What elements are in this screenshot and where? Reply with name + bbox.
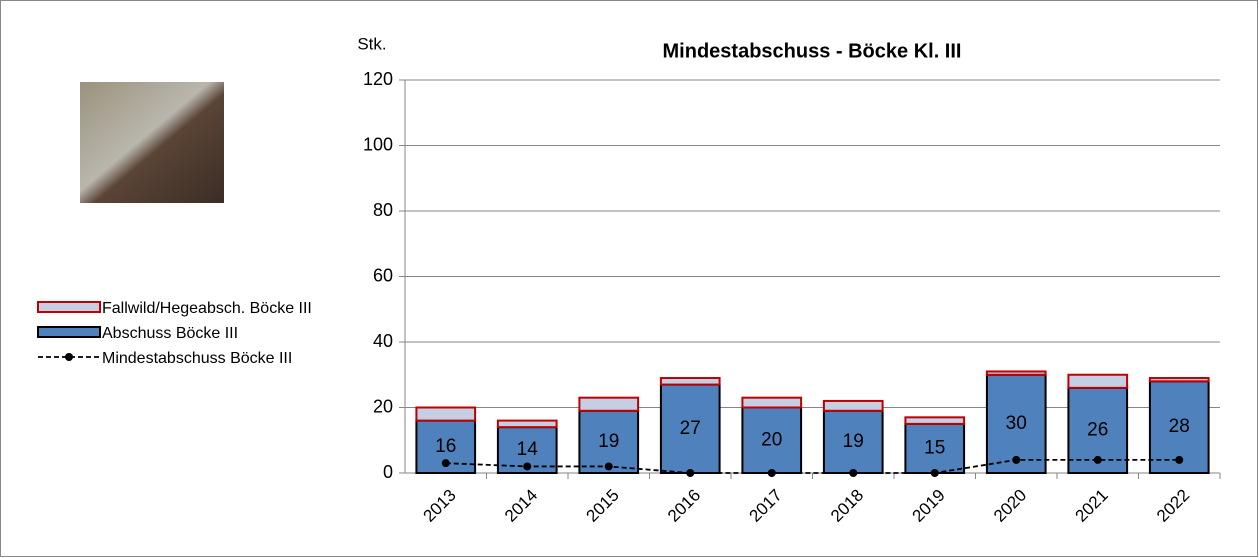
legend-swatch bbox=[36, 299, 102, 315]
deer-photo bbox=[80, 82, 224, 203]
value-label: 19 bbox=[843, 431, 864, 452]
bar-segment bbox=[987, 371, 1046, 374]
value-label: 26 bbox=[1087, 419, 1108, 440]
value-label: 16 bbox=[435, 436, 456, 457]
line-point bbox=[523, 462, 531, 470]
legend-swatch bbox=[36, 349, 102, 365]
legend-label: Fallwild/Hegeabsch. Böcke III bbox=[102, 296, 327, 321]
y-axis-label: Stk. bbox=[357, 34, 386, 53]
y-tick-label: 20 bbox=[373, 396, 393, 416]
line-point bbox=[605, 462, 613, 470]
y-tick-label: 0 bbox=[383, 462, 393, 482]
bar-segment bbox=[661, 378, 720, 385]
value-label: 20 bbox=[761, 429, 782, 450]
line-point bbox=[931, 469, 939, 477]
line-point bbox=[768, 469, 776, 477]
line-point bbox=[442, 459, 450, 467]
legend-box bbox=[38, 327, 100, 337]
line-point bbox=[686, 469, 694, 477]
line-point bbox=[1175, 456, 1183, 464]
bar-segment bbox=[498, 421, 557, 428]
bar-segment bbox=[416, 408, 475, 421]
line-point bbox=[1012, 456, 1020, 464]
legend-swatch bbox=[36, 324, 102, 340]
bar-segment bbox=[1068, 375, 1127, 388]
y-tick-label: 60 bbox=[373, 265, 393, 285]
legend-item: Fallwild/Hegeabsch. Böcke III bbox=[36, 296, 336, 321]
legend-label: Abschuss Böcke III bbox=[102, 321, 327, 346]
value-label: 30 bbox=[1006, 413, 1027, 434]
y-tick-label: 120 bbox=[363, 69, 393, 89]
chart: Mindestabschuss - Böcke Kl. III Stk. 0 20… bbox=[0, 0, 1259, 558]
value-label: 14 bbox=[517, 439, 539, 460]
bar-segment bbox=[742, 398, 801, 408]
value-label: 19 bbox=[598, 431, 619, 452]
bar-segment bbox=[905, 417, 964, 424]
legend-item: Mindestabschuss Böcke III bbox=[36, 346, 336, 371]
line-point bbox=[849, 469, 857, 477]
y-tick-label: 40 bbox=[373, 331, 393, 351]
y-tick-label: 100 bbox=[363, 134, 393, 154]
page: Mindestabschuss - Böcke Kl. III Stk. 0 20… bbox=[0, 0, 1259, 558]
bar-segment bbox=[824, 401, 883, 411]
legend-label: Mindestabschuss Böcke III bbox=[102, 346, 327, 371]
legend-box bbox=[38, 302, 100, 312]
legend-item: Abschuss Böcke III bbox=[36, 321, 336, 346]
bar-segment bbox=[579, 398, 638, 411]
line-point bbox=[1094, 456, 1102, 464]
bar-segment bbox=[1150, 378, 1209, 381]
y-tick-label: 80 bbox=[373, 200, 393, 220]
value-label: 28 bbox=[1169, 416, 1190, 437]
value-label: 15 bbox=[924, 437, 945, 458]
legend-marker bbox=[65, 353, 73, 361]
value-label: 27 bbox=[680, 418, 701, 439]
chart-title: Mindestabschuss - Böcke Kl. III bbox=[663, 40, 962, 62]
